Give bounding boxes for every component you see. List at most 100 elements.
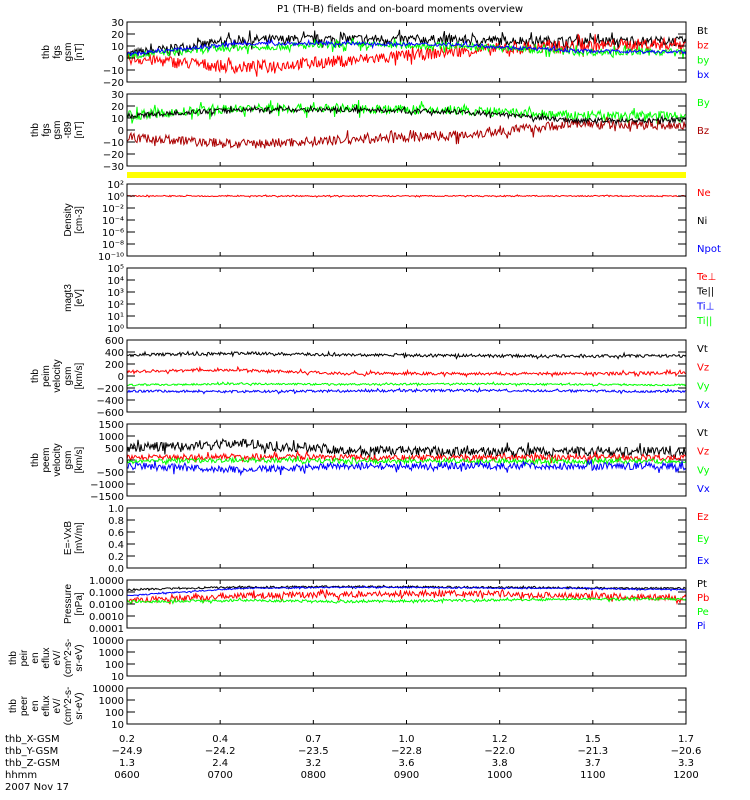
y-axis-label-line: gsm: [63, 451, 74, 470]
y-axis-label-line: eV/: [52, 650, 63, 665]
x-tick-label: −24.9: [112, 746, 143, 757]
y-axis-label-line: Pressure: [63, 584, 74, 624]
y-axis-label-line: thb: [30, 453, 41, 467]
y-axis-label-line: thb: [30, 123, 41, 137]
panel-frame: [126, 687, 687, 725]
y-tick-label: 20: [111, 30, 124, 41]
y-axis-label: E=-VxB[mV/m]: [63, 521, 85, 556]
legend-vx: Vx: [697, 400, 710, 411]
y-tick-label: −20: [103, 150, 124, 161]
series-line-pi: [126, 585, 687, 597]
y-tick-label: 10⁻⁶: [102, 228, 124, 239]
legend-npot: Npot: [697, 244, 721, 255]
series-line-bz: [126, 116, 687, 149]
series-line-ne: [126, 194, 687, 198]
series-line-vz: [126, 365, 686, 378]
y-axis-label-line: [cm-3]: [74, 206, 85, 234]
y-tick-label: −200: [97, 384, 124, 395]
y-axis-label-line: [km/s]: [74, 362, 85, 389]
y-tick-label: −20: [103, 78, 124, 89]
legend-by: By: [697, 98, 710, 109]
x-tick-label: 1100: [580, 770, 605, 781]
plot-title: P1 (TH-B) fields and on-board moments ov…: [277, 4, 523, 15]
panel-7: 1.00.80.60.40.20.0 E=-VxB[mV/m] Ez Ey Ex: [63, 504, 709, 575]
legend-ti⊥: Ti⊥: [696, 301, 714, 312]
x-tick-label: 0800: [301, 770, 326, 781]
x-tick-label: 3.2: [305, 758, 321, 769]
x-tick-label: 2.4: [212, 758, 228, 769]
y-tick-label: 30: [111, 18, 124, 29]
legend-vt: Vt: [697, 344, 708, 355]
series-line-total: [126, 104, 687, 127]
legend-ne: Ne: [697, 188, 711, 199]
y-axis-label-line: fgs: [52, 45, 63, 58]
y-tick-label: 10: [111, 672, 124, 683]
y-tick-label: 0: [118, 456, 124, 467]
y-tick-label: 30: [111, 90, 124, 101]
y-tick-label: 1000: [99, 696, 124, 707]
x-axis-labels: thb_X-GSM 0.2 0.4 0.7 1.0 1.2 1.5 1.7 thb_Y-GSM −…: [5, 734, 701, 781]
y-tick-label: 10⁻⁴: [102, 216, 124, 227]
y-tick-label: −1000: [90, 480, 124, 491]
x-tick-label: −22.8: [391, 746, 422, 757]
legend-ti||: Ti||: [696, 316, 712, 327]
x-tick-label: 3.7: [585, 758, 601, 769]
series-line-bx: [126, 38, 687, 57]
panel-frame: [126, 267, 687, 329]
y-tick-label: 1.0000: [89, 576, 124, 587]
x-tick-label: 1.2: [492, 734, 508, 745]
legend-by: by: [697, 55, 709, 66]
y-tick-label: −1500: [90, 492, 124, 503]
y-tick-label: 10³: [107, 288, 124, 299]
panel-frame: [126, 639, 687, 677]
series-line-bt: [126, 29, 687, 60]
y-axis-label-line: [mV/m]: [74, 522, 85, 554]
y-tick-label: 100: [105, 660, 124, 671]
legend-bz: Bz: [697, 126, 709, 137]
y-tick-label: 0.8: [108, 516, 124, 527]
y-axis-label-line: fgs: [41, 123, 52, 136]
x-tick-label: 1.5: [585, 734, 601, 745]
x-row-label: thb_X-GSM: [5, 734, 60, 745]
legend-vz: Vz: [697, 363, 709, 374]
series-line-vt: [126, 438, 687, 460]
panel-frame: [126, 507, 687, 569]
x-tick-label: 1.3: [119, 758, 135, 769]
y-tick-label: 1.0: [108, 504, 124, 515]
y-tick-label: 0: [118, 372, 124, 383]
y-tick-label: 1000: [99, 432, 124, 443]
status-bar: [127, 172, 686, 178]
y-tick-label: 0: [118, 54, 124, 65]
y-tick-label: 10⁰: [107, 324, 124, 335]
y-tick-label: −10: [103, 138, 124, 149]
y-tick-label: 0.4: [108, 540, 124, 551]
y-tick-label: 0.0100: [89, 600, 124, 611]
x-tick-label: 3.3: [678, 758, 694, 769]
legend-te||: Te||: [696, 287, 714, 298]
y-tick-label: 10²: [107, 180, 124, 191]
y-tick-label: −10: [103, 66, 124, 77]
y-tick-label: 10²: [107, 300, 124, 311]
y-axis-label-line: gsm: [63, 367, 74, 386]
y-tick-label: 20: [111, 102, 124, 113]
y-axis-label: Pressure[nPa]: [63, 584, 85, 624]
y-tick-label: 10⁻¹⁰: [98, 252, 124, 263]
legend-bt: Bt: [697, 26, 708, 37]
y-tick-label: 10000: [92, 684, 124, 695]
panel-frame: [126, 183, 687, 257]
legend-bz: bz: [697, 41, 709, 52]
y-axis-label-line: thb: [30, 369, 41, 383]
y-axis-label: thbpeerenefluxeV/(cm^2-s-sr-eV): [8, 687, 85, 726]
x-tick-label: −23.5: [298, 746, 329, 757]
x-tick-label: 1.7: [678, 734, 694, 745]
y-axis-label-line: E=-VxB: [63, 521, 74, 556]
legend-pt: Pt: [697, 579, 707, 590]
